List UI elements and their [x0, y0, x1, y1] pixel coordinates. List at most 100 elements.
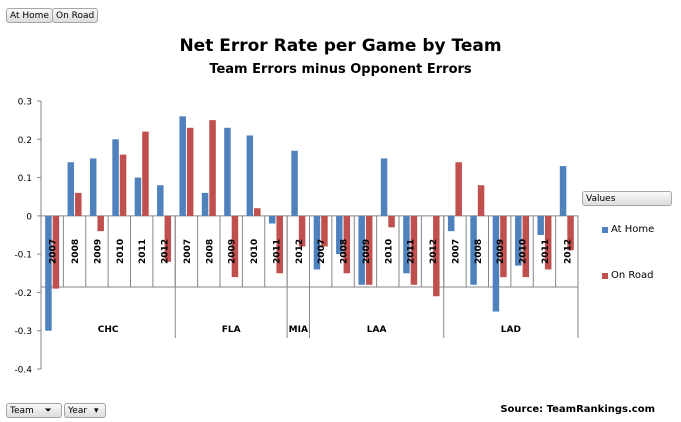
- legend-swatch-at-home: [602, 227, 608, 233]
- bar-at-home: [89, 158, 97, 216]
- year-tick-label: 2009: [93, 239, 103, 264]
- y-tick-label: 0: [26, 212, 32, 222]
- bar-on-road: [254, 208, 261, 216]
- bar-on-road: [455, 162, 462, 216]
- bar-on-road: [567, 215, 574, 251]
- team-tick-label: LAD: [501, 325, 521, 335]
- year-tick-label: 2012: [161, 239, 171, 264]
- year-tick-label: 2007: [317, 239, 327, 264]
- bar-on-road: [75, 192, 82, 216]
- bar-at-home: [336, 215, 343, 255]
- bar-at-home: [112, 139, 119, 216]
- bar-at-home: [537, 215, 544, 235]
- year-tick-label: 2009: [496, 239, 506, 264]
- bar-at-home: [358, 215, 365, 285]
- bar-on-road: [343, 215, 351, 274]
- bar-on-road: [142, 131, 149, 216]
- on-road-field-button[interactable]: On Road: [52, 8, 99, 23]
- bar-at-home: [559, 166, 567, 216]
- source-note: Source: TeamRankings.com: [500, 404, 655, 415]
- y-tick-label: 0.2: [18, 136, 32, 146]
- bar-on-road: [410, 215, 418, 285]
- year-tick-label: 2007: [451, 239, 461, 264]
- bar-on-road: [298, 215, 306, 247]
- y-tick-label: -0.4: [14, 366, 32, 376]
- year-tick-label: 2010: [116, 239, 126, 264]
- y-tick-label: -0.3: [14, 327, 32, 337]
- year-tick-label: 2012: [563, 239, 573, 264]
- bar-on-road: [209, 120, 216, 216]
- legend-label-at-home: At Home: [611, 224, 655, 235]
- bar-on-road: [477, 185, 485, 216]
- bar-on-road: [119, 154, 127, 216]
- legend-swatch-on-road: [602, 273, 608, 279]
- bar-on-road: [321, 215, 328, 247]
- year-tick-label: 2008: [71, 239, 81, 264]
- year-tick-label: 2008: [474, 239, 484, 264]
- bar-on-road: [231, 215, 239, 278]
- year-tick-label: 2012: [429, 239, 439, 264]
- bar-on-road: [186, 127, 194, 216]
- year-tick-label: 2009: [228, 239, 238, 264]
- year-tick-label: 2010: [519, 239, 529, 264]
- bar-at-home: [492, 215, 500, 312]
- year-tick-label: 2010: [250, 239, 260, 264]
- year-tick-label: 2008: [205, 239, 215, 264]
- team-tick-label: CHC: [98, 325, 119, 335]
- y-tick-label: -0.1: [14, 251, 32, 261]
- year-tick-label: 2009: [362, 239, 372, 264]
- y-tick-label: -0.2: [14, 289, 32, 299]
- team-tick-label: LAA: [367, 325, 387, 335]
- bar-at-home: [201, 192, 209, 216]
- team-filter-label: Team: [10, 406, 34, 416]
- year-tick-label: 2007: [183, 239, 193, 264]
- bar-on-road: [164, 215, 172, 262]
- bar-at-home: [268, 215, 276, 224]
- bar-on-road: [365, 215, 373, 285]
- bar-at-home: [179, 116, 186, 216]
- team-filter-button[interactable]: Team ⏷: [6, 403, 62, 418]
- year-tick-label: 2011: [541, 239, 551, 264]
- dropdown-arrow-icon: ▾: [93, 406, 99, 416]
- values-field-button[interactable]: Values: [582, 191, 672, 206]
- year-tick-label: 2008: [340, 239, 350, 264]
- team-tick-label: MIA: [289, 325, 308, 335]
- bar-at-home: [246, 135, 254, 216]
- bar-on-road: [388, 215, 395, 228]
- bar-at-home: [224, 127, 231, 216]
- year-tick-label: 2011: [272, 239, 282, 264]
- chart-title: Net Error Rate per Game by Team: [179, 36, 502, 56]
- bar-on-road: [433, 215, 440, 297]
- y-tick-label: 0.1: [18, 174, 32, 184]
- year-filter-label: Year: [68, 406, 88, 416]
- year-tick-label: 2007: [49, 239, 59, 264]
- filter-icon: ⏷: [44, 406, 52, 416]
- y-tick-label: 0.3: [18, 98, 32, 108]
- bar-at-home: [45, 215, 52, 331]
- bar-on-road: [97, 215, 104, 232]
- bar-at-home: [403, 215, 410, 274]
- bar-at-home: [67, 162, 75, 216]
- year-tick-label: 2011: [407, 239, 417, 264]
- year-tick-label: 2010: [384, 239, 394, 264]
- bar-at-home: [380, 158, 388, 216]
- year-tick-label: 2012: [295, 239, 305, 264]
- chart-subtitle: Team Errors minus Opponent Errors: [209, 62, 472, 77]
- year-tick-label: 2011: [138, 239, 148, 264]
- bar-on-road: [522, 215, 530, 278]
- bar-on-road: [276, 215, 283, 274]
- bar-at-home: [291, 150, 298, 216]
- bar-on-road: [52, 215, 60, 289]
- team-tick-label: FLA: [222, 325, 241, 335]
- legend-label-on-road: On Road: [611, 270, 654, 281]
- year-filter-button[interactable]: Year ▾: [64, 403, 106, 418]
- bar-on-road: [544, 215, 552, 270]
- bar-at-home: [134, 177, 142, 216]
- bar-at-home: [313, 215, 321, 270]
- bar-at-home: [447, 215, 455, 232]
- bar-at-home: [157, 185, 164, 216]
- bar-on-road: [500, 215, 507, 278]
- bar-at-home: [470, 215, 477, 285]
- bar-at-home: [515, 215, 522, 266]
